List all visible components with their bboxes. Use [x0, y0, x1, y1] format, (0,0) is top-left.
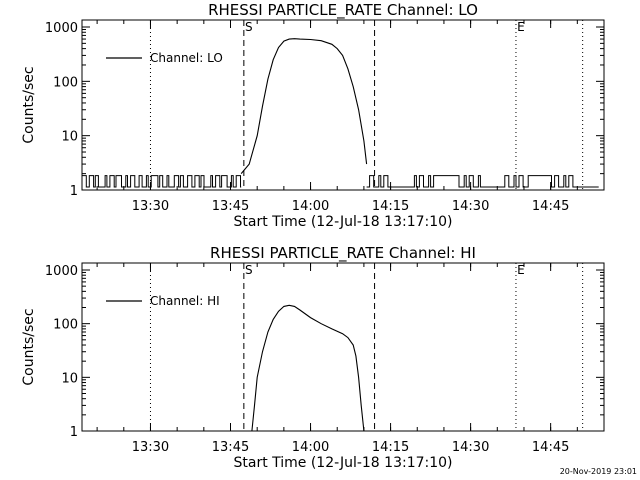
chart-1-x-tick-label: 14:00 — [292, 440, 329, 455]
chart-1-plot-frame — [81, 262, 605, 432]
chart-1-x-tick-label: 14:15 — [372, 440, 409, 455]
chart-0-x-tick-label: 14:30 — [452, 199, 489, 214]
chart-1-marker-label: E — [517, 263, 525, 277]
chart-1-y-tick-label: 100 — [53, 318, 78, 333]
chart-0-title: RHESSI PARTICLE_RATE Channel: LO — [208, 1, 478, 20]
chart-0-x-tick-label: 14:00 — [292, 199, 329, 214]
chart-1-series-0 — [251, 304, 365, 432]
chart-1-x-tick-label: 14:30 — [452, 440, 489, 455]
chart-0-marker-label: E — [517, 20, 525, 34]
chart-0-x-tick-label: 13:45 — [212, 199, 249, 214]
chart-0-y-axis-label: Counts/sec — [21, 66, 37, 143]
chart-0-x-tick-label: 14:15 — [372, 199, 409, 214]
chart-1-x-axis-label: Start Time (12-Jul-18 13:17:10) — [233, 455, 452, 471]
chart-0-x-tick-label: 13:30 — [132, 199, 169, 214]
chart-0-legend-label: Channel: LO — [150, 51, 223, 65]
footer-timestamp: 20-Nov-2019 23:01 — [560, 467, 637, 476]
chart-0-x-axis-label: Start Time (12-Jul-18 13:17:10) — [233, 214, 452, 230]
chart-0-background-post — [366, 175, 599, 188]
chart-1-y-axis-label: Counts/sec — [21, 308, 37, 385]
chart-0-plot-frame — [81, 19, 605, 191]
chart-0-series-line — [240, 38, 368, 174]
chart-1-y-tick-label: 10 — [61, 371, 78, 386]
chart-0-background-pre — [82, 175, 242, 188]
chart-0-y-tick-label: 1000 — [45, 21, 78, 36]
chart-1-y-tick-label: 1 — [70, 425, 78, 440]
chart-1-x-tick-label: 13:30 — [132, 440, 169, 455]
chart-1-x-tick-label: 14:45 — [532, 440, 569, 455]
chart-1-title: RHESSI PARTICLE_RATE Channel: HI — [210, 244, 476, 263]
chart-0-series-0 — [82, 38, 599, 188]
chart-1-legend-label: Channel: HI — [150, 294, 220, 308]
chart-1-y-tick-label: 1000 — [45, 264, 78, 279]
chart-1-series-line — [251, 304, 365, 432]
chart-0-y-tick-label: 10 — [61, 130, 78, 145]
chart-0-x-tick-label: 14:45 — [532, 199, 569, 214]
chart-0-y-tick-label: 100 — [53, 75, 78, 90]
chart-0-marker-label: S — [245, 20, 253, 34]
chart-0-y-tick-label: 1 — [70, 184, 78, 199]
chart-1-marker-label: S — [245, 263, 253, 277]
chart-1-x-tick-label: 13:45 — [212, 440, 249, 455]
